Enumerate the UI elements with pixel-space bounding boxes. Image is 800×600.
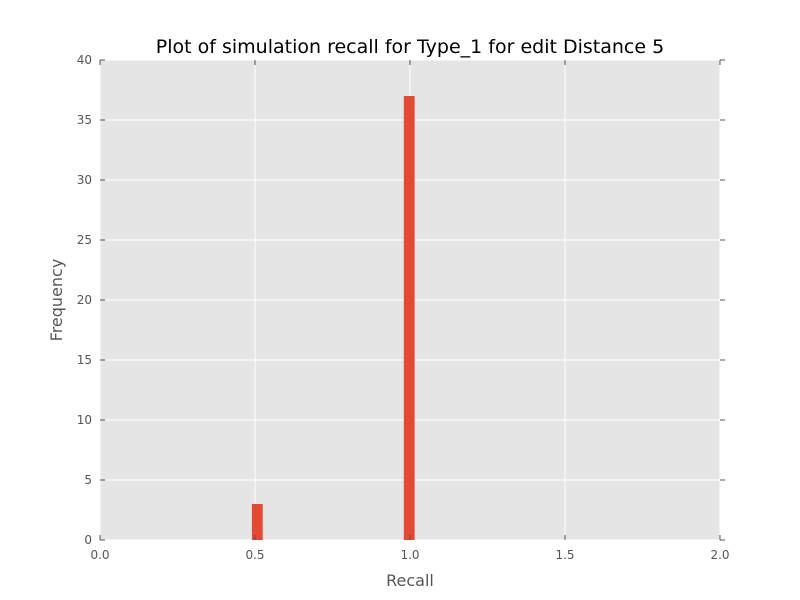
- y-tick-label: 20: [77, 293, 92, 307]
- axes: 0.0 0.5 1.0 1.5 2.0 0 5 10 15 20 25 30 35 40: [77, 53, 730, 562]
- y-tick-label: 10: [77, 413, 92, 427]
- y-tick-label: 30: [77, 173, 92, 187]
- y-tick-label: 0: [84, 533, 92, 547]
- y-tick-label: 35: [77, 113, 92, 127]
- y-tick-label: 5: [84, 473, 92, 487]
- y-tick-label: 25: [77, 233, 92, 247]
- bars: [251, 96, 415, 540]
- x-tick-label: 0.0: [90, 548, 109, 562]
- x-tick-label: 0.5: [245, 548, 264, 562]
- histogram-bar: [251, 504, 263, 540]
- chart-title: Plot of simulation recall for Type_1 for…: [156, 36, 664, 58]
- y-axis-label: Frequency: [47, 259, 66, 342]
- x-tick-label: 1.0: [400, 548, 419, 562]
- histogram-bar: [403, 96, 415, 540]
- x-tick-label: 2.0: [710, 548, 729, 562]
- y-tick-label: 40: [77, 53, 92, 67]
- x-axis-label: Recall: [386, 571, 434, 590]
- x-tick-label: 1.5: [555, 548, 574, 562]
- y-tick-label: 15: [77, 353, 92, 367]
